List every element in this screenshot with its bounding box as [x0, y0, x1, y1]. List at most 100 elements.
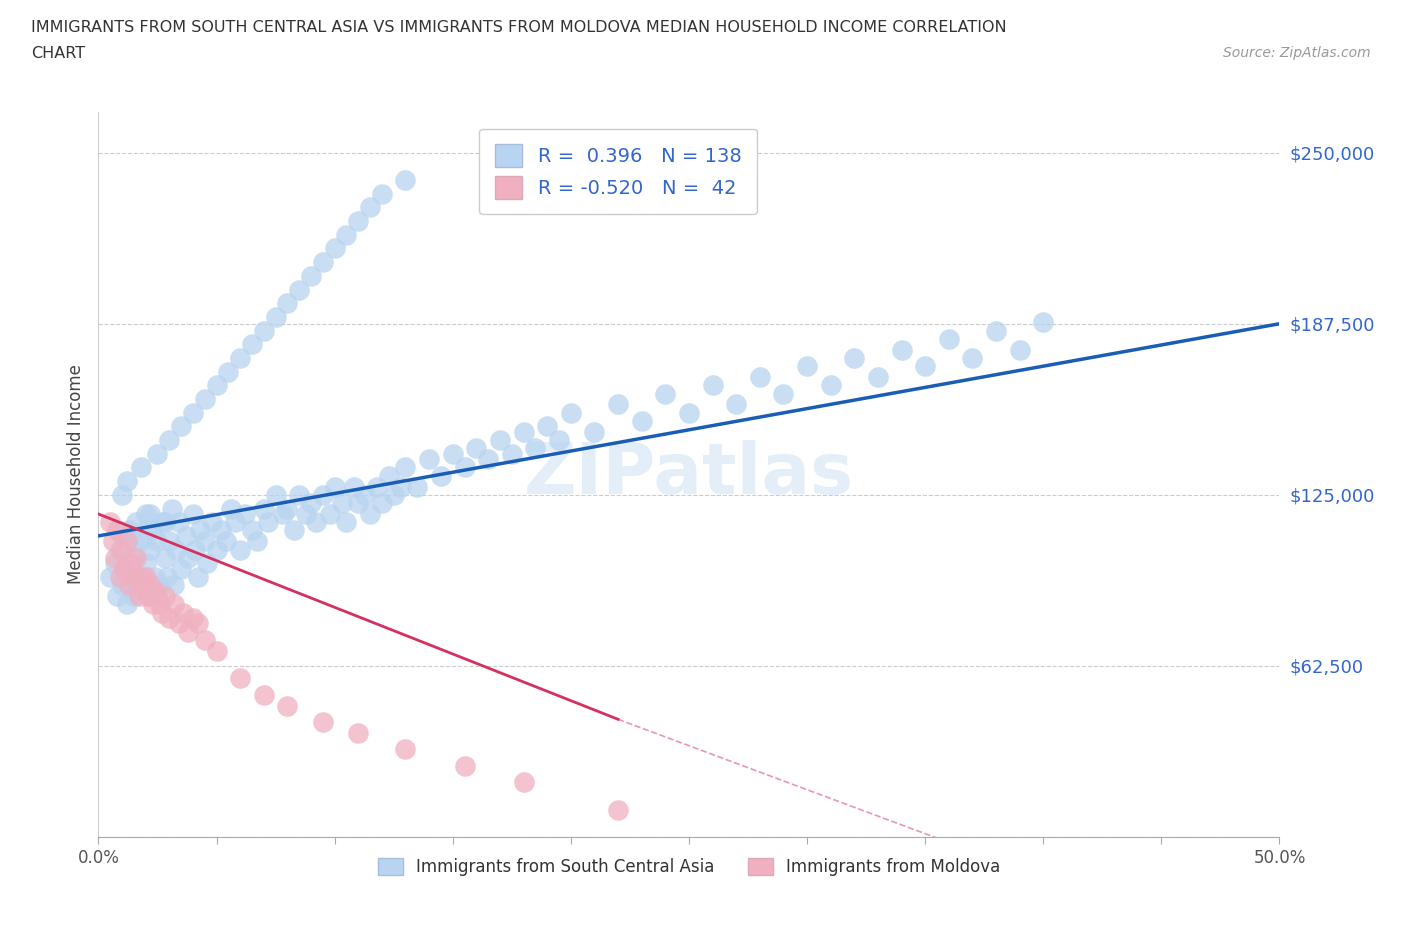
Point	[98, 569, 121, 584]
Point	[772, 386, 794, 401]
Point	[501, 446, 523, 461]
Point	[702, 378, 724, 392]
Point	[172, 605, 194, 620]
Point	[366, 479, 388, 494]
Point	[115, 597, 138, 612]
Point	[844, 351, 866, 365]
Point	[108, 542, 131, 557]
Legend: Immigrants from South Central Asia, Immigrants from Moldova: Immigrants from South Central Asia, Immi…	[371, 852, 1007, 883]
Point	[253, 687, 276, 702]
Point	[122, 589, 145, 604]
Point	[111, 578, 134, 592]
Point	[229, 351, 252, 365]
Point	[135, 556, 157, 571]
Point	[98, 515, 121, 530]
Point	[142, 597, 165, 612]
Point	[866, 370, 889, 385]
Point	[105, 589, 128, 604]
Point	[1008, 342, 1031, 357]
Point	[194, 392, 217, 406]
Point	[224, 515, 246, 530]
Point	[118, 523, 141, 538]
Point	[283, 523, 305, 538]
Point	[583, 424, 606, 439]
Point	[165, 542, 187, 557]
Point	[139, 578, 162, 592]
Point	[157, 534, 180, 549]
Point	[177, 624, 200, 639]
Point	[157, 611, 180, 626]
Point	[187, 616, 209, 631]
Point	[125, 515, 148, 530]
Point	[217, 365, 239, 379]
Point	[748, 370, 770, 385]
Point	[288, 487, 311, 502]
Point	[430, 468, 453, 483]
Point	[820, 378, 842, 392]
Point	[335, 227, 357, 242]
Point	[319, 507, 342, 522]
Point	[299, 269, 322, 284]
Point	[890, 342, 912, 357]
Point	[149, 578, 172, 592]
Point	[347, 214, 370, 229]
Point	[378, 468, 401, 483]
Point	[143, 583, 166, 598]
Point	[359, 507, 381, 522]
Point	[512, 775, 534, 790]
Point	[335, 515, 357, 530]
Point	[128, 589, 150, 604]
Point	[170, 562, 193, 577]
Point	[181, 405, 204, 420]
Point	[135, 569, 157, 584]
Point	[112, 562, 135, 577]
Point	[276, 698, 298, 713]
Text: ZIPatlas: ZIPatlas	[524, 440, 853, 509]
Point	[229, 542, 252, 557]
Point	[389, 479, 412, 494]
Point	[1032, 315, 1054, 330]
Point	[122, 569, 145, 584]
Point	[312, 714, 335, 729]
Point	[122, 551, 145, 565]
Point	[453, 758, 475, 773]
Point	[962, 351, 984, 365]
Point	[156, 569, 179, 584]
Point	[406, 479, 429, 494]
Point	[163, 597, 186, 612]
Point	[139, 507, 162, 522]
Point	[184, 542, 207, 557]
Point	[630, 414, 652, 429]
Point	[142, 523, 165, 538]
Point	[253, 501, 276, 516]
Point	[181, 611, 204, 626]
Point	[146, 534, 169, 549]
Point	[150, 515, 173, 530]
Point	[347, 496, 370, 511]
Point	[160, 501, 183, 516]
Point	[170, 418, 193, 433]
Point	[229, 671, 252, 685]
Point	[111, 487, 134, 502]
Point	[111, 542, 134, 557]
Point	[128, 578, 150, 592]
Point	[418, 452, 440, 467]
Point	[678, 405, 700, 420]
Point	[135, 523, 157, 538]
Point	[441, 446, 464, 461]
Point	[167, 515, 190, 530]
Point	[477, 452, 499, 467]
Point	[465, 441, 488, 456]
Point	[157, 432, 180, 447]
Point	[104, 556, 127, 571]
Point	[115, 534, 138, 549]
Point	[354, 487, 377, 502]
Point	[323, 241, 346, 256]
Point	[122, 534, 145, 549]
Point	[246, 534, 269, 549]
Point	[295, 507, 318, 522]
Point	[253, 323, 276, 338]
Text: IMMIGRANTS FROM SOUTH CENTRAL ASIA VS IMMIGRANTS FROM MOLDOVA MEDIAN HOUSEHOLD I: IMMIGRANTS FROM SOUTH CENTRAL ASIA VS IM…	[31, 20, 1007, 35]
Point	[181, 507, 204, 522]
Point	[312, 487, 335, 502]
